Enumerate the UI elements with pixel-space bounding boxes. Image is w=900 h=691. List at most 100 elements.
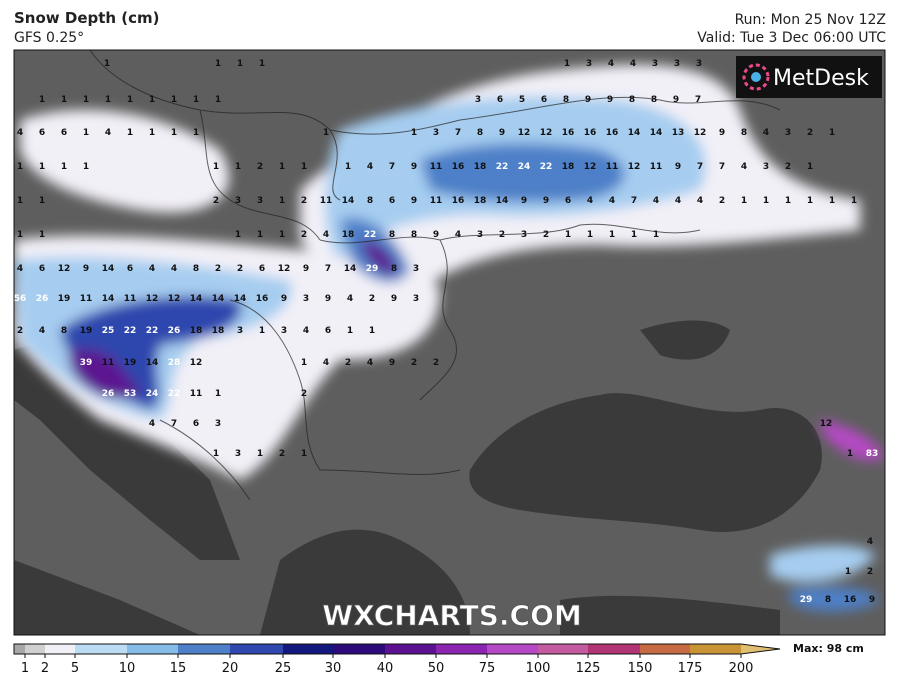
snow-label: 6: [389, 196, 395, 206]
snow-label: 26: [102, 389, 115, 399]
snow-label: 1: [847, 449, 853, 459]
colorbar-segment: [25, 644, 45, 654]
snow-label: 11: [650, 162, 663, 172]
snow-label: 5: [519, 95, 525, 105]
colorbar-label: 15: [170, 661, 187, 676]
snow-label: 3: [235, 449, 241, 459]
colorbar-segment: [487, 644, 538, 654]
snow-label: 24: [146, 389, 159, 399]
aegean: [260, 529, 470, 635]
snow-label: 4: [630, 59, 636, 69]
snow-label: 1: [213, 162, 219, 172]
snow-label: 1: [565, 230, 571, 240]
snow-label: 6: [565, 196, 571, 206]
snow-label: 9: [389, 358, 395, 368]
colorbar-label: 200: [729, 661, 754, 676]
colorbar-label: 100: [526, 661, 551, 676]
snow-label: 18: [474, 162, 487, 172]
snow-label: 18: [562, 162, 575, 172]
snow-label: 1: [105, 95, 111, 105]
snow-label: 9: [83, 264, 89, 274]
snow-label: 8: [411, 230, 417, 240]
snow-label: 9: [411, 162, 417, 172]
snow-label: 14: [190, 294, 203, 304]
snow-label: 8: [389, 230, 395, 240]
snow-label: 1: [763, 196, 769, 206]
snow-label: 1: [807, 196, 813, 206]
borders: [89, 50, 781, 501]
snow-label: 18: [342, 230, 355, 240]
snow-label: 4: [741, 162, 747, 172]
snow-label: 6: [39, 128, 45, 138]
snow-label: 1: [171, 128, 177, 138]
snow-label: 2: [301, 389, 307, 399]
snow-label: 3: [696, 59, 702, 69]
snow-label: 2: [719, 196, 725, 206]
snow-label: 14: [628, 128, 641, 138]
snow-label: 8: [651, 95, 657, 105]
snow-label: 1: [829, 196, 835, 206]
snow-label: 1: [785, 196, 791, 206]
snow-label: 1: [411, 128, 417, 138]
snow-label: 9: [391, 294, 397, 304]
colorbar-segment: [640, 644, 690, 654]
watermark: WXCHARTS.COM: [322, 599, 582, 632]
snow-label: 29: [366, 264, 379, 274]
snow-label: 18: [212, 326, 225, 336]
snow-label: 4: [17, 128, 23, 138]
colorbar-segment: [178, 644, 230, 654]
snow-label: 1: [215, 95, 221, 105]
map-frame: [13, 49, 886, 636]
snow-label: 1: [279, 162, 285, 172]
colorbar-label: 25: [275, 661, 292, 676]
snow-label: 14: [650, 128, 663, 138]
snow-label: 1: [235, 162, 241, 172]
azov-sea: [640, 320, 730, 360]
snow-label: 14: [212, 294, 225, 304]
snow-label: 4: [587, 196, 593, 206]
snow-label: 1: [851, 196, 857, 206]
snow-label: 4: [303, 326, 309, 336]
snow-label: 1: [631, 230, 637, 240]
snow-label: 11: [320, 196, 333, 206]
max-label: Max: 98 cm: [793, 642, 864, 655]
snow-label: 1: [587, 230, 593, 240]
snow-label: 12: [540, 128, 553, 138]
snow-label: 25: [102, 326, 115, 336]
snow-label: 4: [39, 326, 45, 336]
snow-label: 3: [763, 162, 769, 172]
map-area: [14, 50, 885, 635]
snow-label: 1: [257, 230, 263, 240]
snow-label: 3: [237, 326, 243, 336]
colorbar-arrow: [741, 644, 780, 654]
colorbar-label: 125: [576, 661, 601, 676]
snow-label: 4: [105, 128, 111, 138]
snow-label: 8: [477, 128, 483, 138]
snow-label: 1: [193, 128, 199, 138]
snow-label: 3: [674, 59, 680, 69]
snow-label: 8: [629, 95, 635, 105]
snow-label: 1: [171, 95, 177, 105]
snow-label: 22: [124, 326, 137, 336]
snow-label: 2: [213, 196, 219, 206]
snow-label: 12: [820, 419, 833, 429]
colorbar-label: 75: [479, 661, 496, 676]
snow-label: 12: [584, 162, 597, 172]
snow-label: 1: [829, 128, 835, 138]
snow-label: 2: [867, 567, 873, 577]
snow-label: 1: [259, 59, 265, 69]
snow-label: 12: [58, 264, 71, 274]
snow-label: 13: [672, 128, 685, 138]
colorbar-label: 175: [678, 661, 703, 676]
snow-label: 1: [235, 230, 241, 240]
snow-label: 9: [303, 264, 309, 274]
ionian: [14, 560, 200, 635]
snow-label: 1: [564, 59, 570, 69]
snow-label: 9: [607, 95, 613, 105]
colorbar-label: 40: [377, 661, 394, 676]
snow-label: 7: [325, 264, 331, 274]
colorbar-label: 150: [628, 661, 653, 676]
snow-label: 22: [364, 230, 377, 240]
